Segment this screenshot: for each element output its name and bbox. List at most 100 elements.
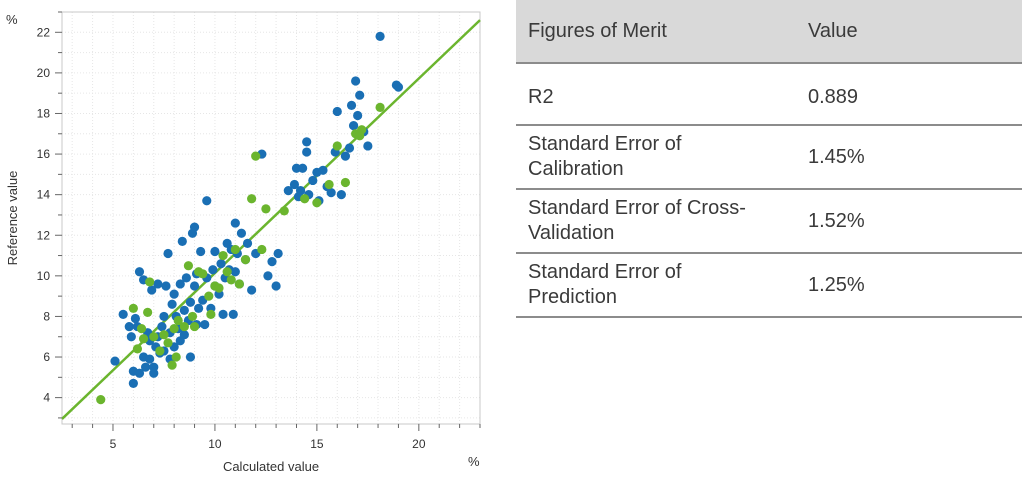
- blue-data-point: [159, 311, 169, 322]
- blue-data-point: [126, 332, 136, 342]
- green-data-point: [324, 179, 334, 190]
- blue-data-point: [344, 143, 355, 153]
- y-axis-ticks: 4 6 8 10 12 14 16 18 20 22: [37, 11, 62, 419]
- green-data-point: [132, 344, 143, 354]
- blue-data-point: [124, 321, 134, 332]
- metric-name-line: Validation: [528, 222, 615, 244]
- x-unit-label: %: [468, 454, 480, 469]
- x-axis-ticks: 5 10 15 20: [71, 424, 481, 451]
- blue-data-point: [169, 289, 179, 299]
- green-data-point: [143, 307, 153, 317]
- header-value: Value: [808, 19, 858, 42]
- blue-data-point: [130, 313, 141, 324]
- blue-data-point: [147, 285, 157, 295]
- table-row: Standard Error of Prediction 1.25%: [516, 254, 1022, 318]
- x-tick-label: 15: [310, 437, 324, 451]
- blue-data-point: [273, 248, 283, 259]
- green-data-point: [234, 279, 244, 289]
- x-axis-title: Calculated value: [223, 459, 319, 474]
- blue-data-point: [157, 321, 167, 332]
- blue-data-point: [218, 309, 228, 320]
- x-tick-label: 5: [110, 437, 117, 451]
- green-data-point: [357, 125, 367, 135]
- metric-name: R2: [516, 85, 798, 110]
- metric-name: Standard Error of Prediction: [516, 260, 798, 310]
- metric-name: Standard Error of Calibration: [516, 132, 798, 182]
- y-tick-label: 22: [37, 25, 51, 39]
- blue-data-point: [167, 299, 177, 309]
- green-data-point: [187, 311, 198, 322]
- figures-of-merit-table: Figures of Merit Value R2 0.889 Standard…: [516, 0, 1022, 318]
- y-tick-label: 14: [37, 188, 51, 202]
- y-tick-label: 12: [37, 228, 51, 242]
- blue-data-point: [179, 330, 189, 340]
- regression-line: [61, 19, 481, 420]
- y-axis-title: Reference value: [5, 171, 20, 266]
- blue-data-point: [267, 257, 277, 267]
- blue-data-point: [177, 236, 187, 246]
- green-data-point: [226, 275, 236, 285]
- green-data-point: [179, 321, 189, 332]
- metric-name-line: Prediction: [528, 286, 617, 308]
- x-tick-label: 20: [412, 437, 426, 451]
- blue-data-point: [134, 267, 145, 277]
- blue-data-point: [194, 303, 204, 313]
- x-tick-label: 10: [208, 437, 222, 451]
- metric-name-line: Standard Error of: [528, 261, 682, 283]
- metric-name-line: Calibration: [528, 158, 624, 180]
- blue-data-point: [145, 354, 155, 364]
- blue-data-point: [210, 246, 220, 257]
- plot-frame: [61, 11, 481, 425]
- blue-data-point: [242, 238, 253, 248]
- table-row: Standard Error of Calibration 1.45%: [516, 126, 1022, 190]
- blue-data-point: [134, 368, 145, 378]
- blue-data-point: [189, 222, 200, 232]
- y-tick-label: 18: [37, 106, 51, 120]
- green-data-point: [163, 338, 173, 348]
- blue-data-point: [302, 137, 312, 147]
- blue-data-point: [202, 196, 212, 206]
- scatter-chart: 5 10 15 20 4 6 8 10 12 14 16 18 20 22 % % Calculated…: [5, 11, 481, 474]
- green-data-point: [138, 334, 149, 344]
- blue-data-point: [161, 281, 171, 291]
- metric-value: 1.52%: [808, 209, 865, 232]
- green-data-point: [251, 151, 261, 161]
- blue-data-point: [163, 248, 173, 259]
- blue-data-point: [179, 305, 189, 315]
- green-data-point: [204, 291, 214, 301]
- green-data-point: [240, 255, 251, 265]
- green-data-point: [128, 303, 138, 313]
- green-data-point: [155, 346, 165, 356]
- green-data-point: [189, 321, 200, 332]
- blue-data-point: [318, 165, 328, 175]
- green-data-point: [198, 269, 208, 279]
- blue-data-point: [228, 309, 238, 320]
- y-tick-label: 8: [43, 309, 50, 323]
- blue-data-point: [326, 188, 336, 198]
- blue-data-point: [351, 76, 361, 86]
- green-data-point: [173, 315, 183, 326]
- blue-data-point: [271, 281, 281, 291]
- green-data-point: [167, 360, 177, 370]
- blue-data-point: [353, 110, 363, 121]
- y-tick-label: 4: [43, 391, 50, 405]
- green-data-point: [279, 206, 289, 216]
- green-data-point: [222, 267, 232, 277]
- green-data-point: [136, 324, 147, 334]
- blue-data-point: [363, 141, 373, 151]
- y-unit-label: %: [6, 12, 18, 27]
- y-tick-label: 20: [37, 66, 51, 80]
- blue-data-point: [375, 31, 385, 41]
- blue-data-point: [308, 175, 318, 186]
- blue-data-point: [230, 218, 240, 228]
- green-data-point: [218, 250, 228, 261]
- y-tick-label: 16: [37, 147, 51, 161]
- green-data-point: [149, 332, 159, 342]
- blue-data-point: [110, 356, 120, 366]
- green-data-point: [206, 309, 216, 320]
- green-data-point: [183, 261, 194, 271]
- green-data-point: [96, 395, 106, 405]
- blue-data-point: [289, 179, 300, 190]
- metric-value: 1.45%: [808, 145, 865, 168]
- blue-data-point: [302, 147, 312, 157]
